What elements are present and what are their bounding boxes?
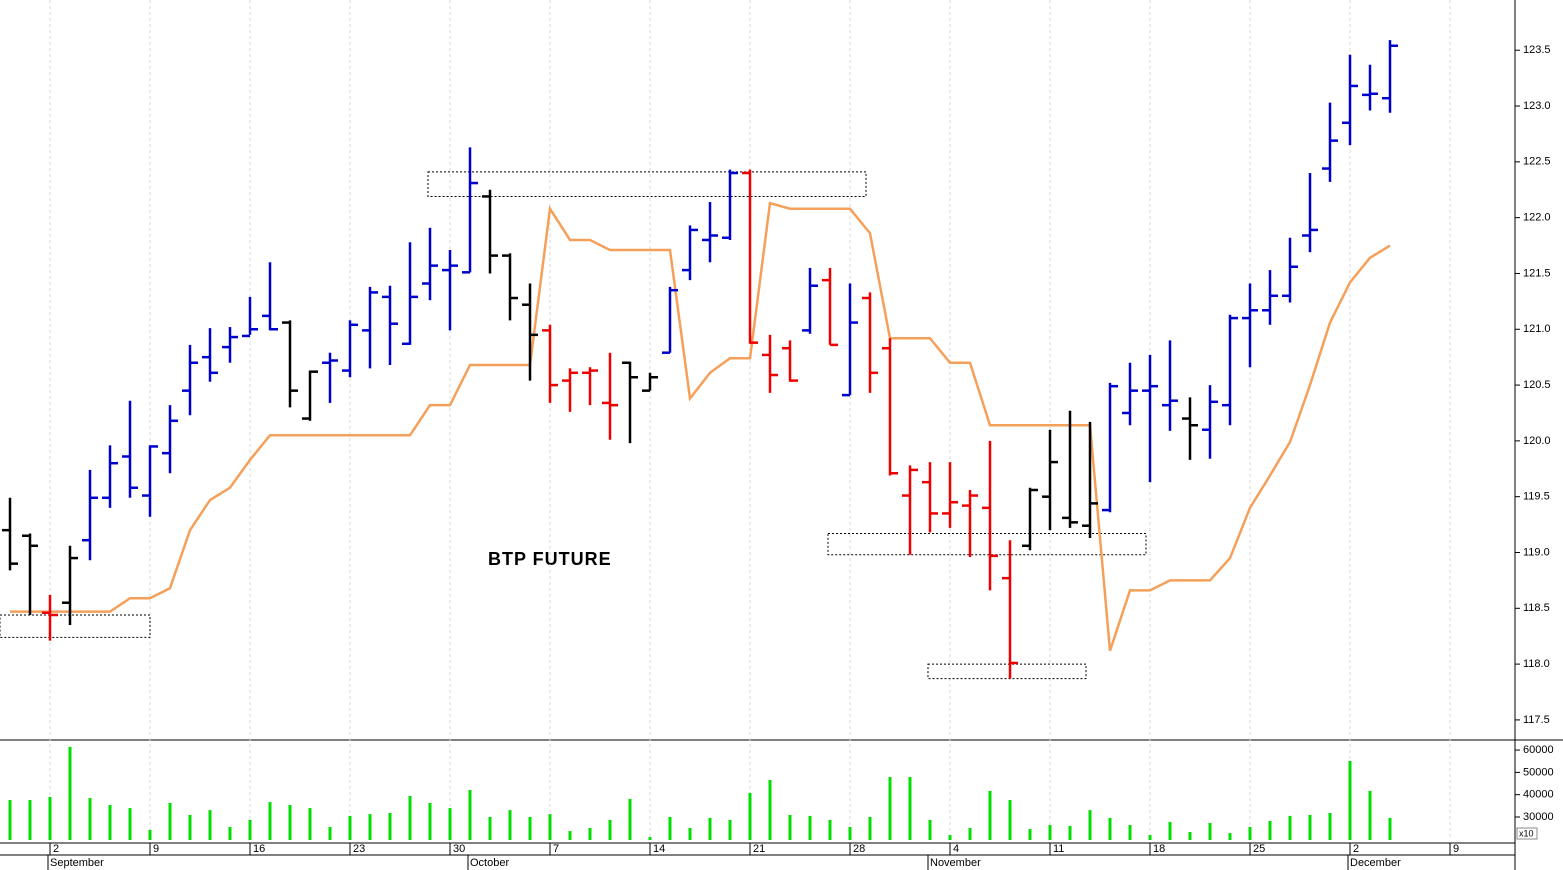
chart-title: BTP FUTURE bbox=[488, 549, 612, 569]
range-box bbox=[0, 614, 151, 638]
y-tick-label: 119.5 bbox=[1523, 491, 1550, 503]
x-tick-label: 28 bbox=[853, 843, 865, 855]
volume-multiplier: x10 bbox=[1519, 828, 1534, 838]
trend-line bbox=[10, 201, 1391, 652]
volume-tick-label: 30000 bbox=[1523, 811, 1554, 823]
x-tick-label: 9 bbox=[1453, 843, 1459, 855]
range-box bbox=[827, 533, 1147, 556]
x-tick-label: 21 bbox=[753, 843, 765, 855]
month-label: September bbox=[50, 857, 104, 869]
y-tick-label: 117.5 bbox=[1523, 714, 1550, 726]
x-tick-label: 2 bbox=[1353, 843, 1359, 855]
volume-tick-label: 50000 bbox=[1523, 766, 1554, 778]
y-tick-label: 121.5 bbox=[1523, 267, 1551, 279]
multiplier-box bbox=[1516, 827, 1538, 840]
y-tick-label: 120.0 bbox=[1523, 435, 1551, 447]
range-box bbox=[427, 171, 867, 197]
y-tick-label: 122.5 bbox=[1523, 156, 1551, 168]
month-label: November bbox=[930, 857, 981, 869]
range-box bbox=[927, 663, 1087, 680]
y-tick-label: 120.5 bbox=[1523, 379, 1551, 391]
x-tick-label: 16 bbox=[253, 843, 265, 855]
month-label: October bbox=[470, 857, 509, 869]
y-tick-label: 121.0 bbox=[1523, 323, 1551, 335]
x-tick-label: 23 bbox=[353, 843, 365, 855]
x-tick-label: 4 bbox=[953, 843, 959, 855]
x-tick-label: 25 bbox=[1253, 843, 1265, 855]
x-tick-label: 30 bbox=[453, 843, 465, 855]
volume-tick-label: 40000 bbox=[1523, 789, 1554, 801]
y-tick-label: 119.0 bbox=[1523, 546, 1550, 558]
x-tick-label: 2 bbox=[53, 843, 59, 855]
y-tick-label: 122.0 bbox=[1523, 212, 1551, 224]
y-tick-label: 123.5 bbox=[1523, 44, 1551, 56]
x-tick-label: 7 bbox=[553, 843, 559, 855]
x-tick-label: 9 bbox=[153, 843, 159, 855]
y-tick-label: 118.0 bbox=[1523, 658, 1550, 670]
volume-tick-label: 60000 bbox=[1523, 744, 1554, 756]
x-tick-label: 11 bbox=[1053, 843, 1064, 855]
x-tick-label: 14 bbox=[653, 843, 665, 855]
month-label: December bbox=[1350, 857, 1401, 869]
x-tick-label: 18 bbox=[1153, 843, 1165, 855]
y-tick-label: 123.0 bbox=[1523, 100, 1551, 112]
y-tick-label: 118.5 bbox=[1523, 602, 1550, 614]
